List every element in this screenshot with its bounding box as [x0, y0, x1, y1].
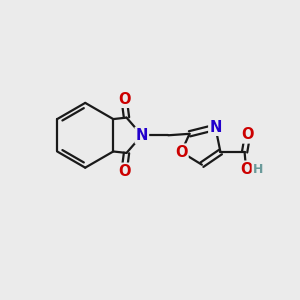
- Text: N: N: [209, 120, 222, 135]
- Text: O: O: [175, 145, 188, 160]
- Text: O: O: [118, 92, 130, 107]
- Text: O: O: [241, 128, 254, 142]
- Text: N: N: [136, 128, 148, 143]
- Text: O: O: [118, 164, 130, 179]
- Text: H: H: [253, 163, 263, 176]
- Text: O: O: [240, 162, 252, 177]
